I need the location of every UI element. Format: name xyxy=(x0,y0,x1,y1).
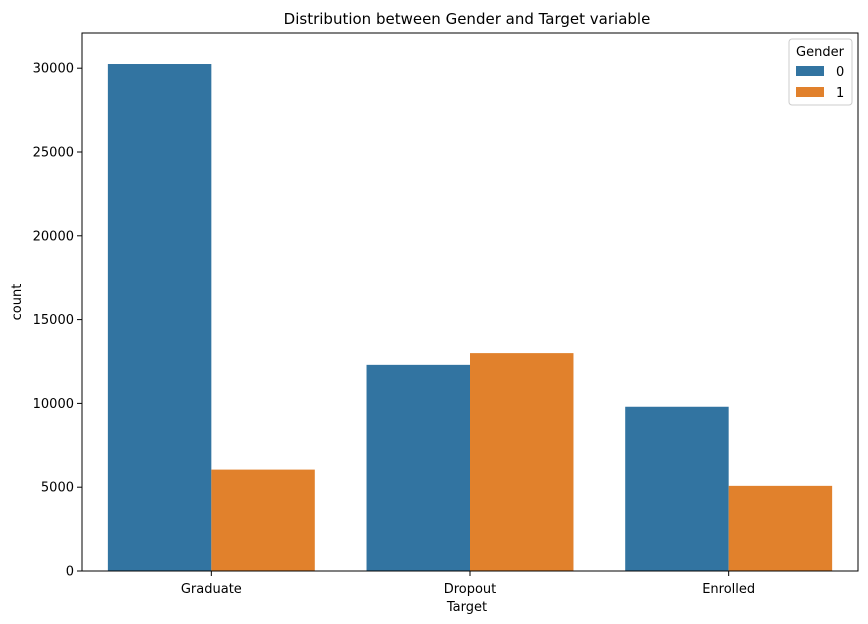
y-tick-label: 20000 xyxy=(33,229,74,244)
y-axis-title: count xyxy=(10,284,25,321)
plot-frame xyxy=(81,32,859,572)
legend-label-1: 1 xyxy=(836,86,844,101)
y-tick-label: 10000 xyxy=(33,397,74,412)
bar-enrolled-gender-1 xyxy=(728,485,833,571)
legend-swatch-0 xyxy=(796,66,824,76)
bar-dropout-gender-1 xyxy=(470,353,574,571)
legend[interactable]: Gender 0 1 xyxy=(788,38,853,106)
y-tick-label: 25000 xyxy=(33,145,74,160)
chart-title: Distribution between Gender and Target v… xyxy=(284,10,651,28)
x-tick-label: Dropout xyxy=(444,582,497,597)
y-tick-label: 15000 xyxy=(33,313,74,328)
x-axis-title: Target xyxy=(446,600,487,615)
y-axis: 0 5000 10000 15000 20000 25000 30000 xyxy=(33,62,82,580)
x-tick-label: Graduate xyxy=(181,582,242,597)
bar-graduate-gender-0 xyxy=(107,64,212,571)
y-tick-label: 5000 xyxy=(41,481,74,496)
legend-label-0: 0 xyxy=(836,65,844,80)
y-tick-label: 0 xyxy=(66,565,74,580)
legend-swatch-1 xyxy=(796,87,824,97)
x-axis: Graduate Dropout Enrolled xyxy=(181,571,755,597)
y-tick-label: 30000 xyxy=(33,62,74,77)
bar-enrolled-gender-0 xyxy=(625,406,729,571)
bar-graduate-gender-1 xyxy=(211,469,315,571)
bar-dropout-gender-0 xyxy=(366,364,470,571)
x-tick-label: Enrolled xyxy=(702,582,755,597)
legend-title: Gender xyxy=(796,45,845,60)
bars-layer xyxy=(107,64,833,571)
